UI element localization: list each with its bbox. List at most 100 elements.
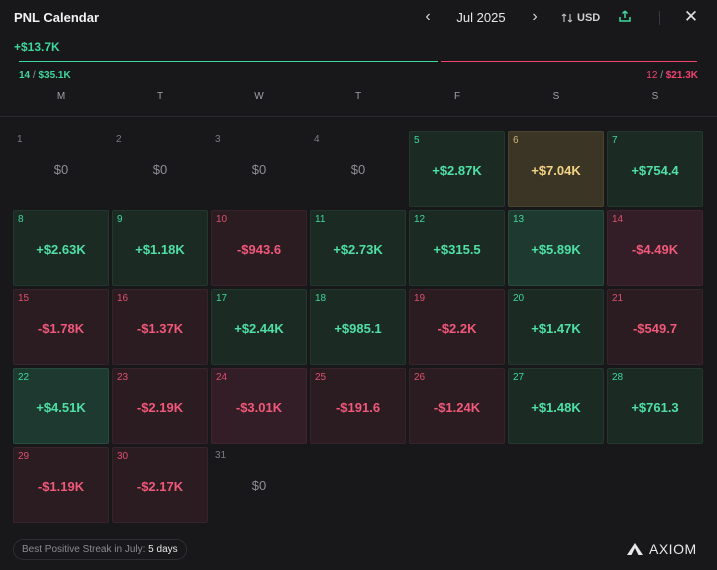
day-cell[interactable]: 19 -$2.2K — [409, 289, 505, 365]
day-cell[interactable]: 14 -$4.49K — [607, 210, 703, 286]
weekday-header: M T W T F S S — [13, 91, 704, 103]
day-pnl-value: $0 — [350, 162, 366, 177]
day-cell[interactable]: 5 +$2.87K — [409, 131, 505, 207]
day-cell[interactable]: 16 -$1.37K — [112, 289, 208, 365]
day-cell[interactable]: 30 -$2.17K — [112, 447, 208, 523]
day-cell[interactable]: 6 +$7.04K — [508, 131, 604, 207]
streak-value: 5 days — [148, 544, 178, 555]
day-number: 15 — [18, 293, 30, 304]
day-pnl-value: -$1.24K — [433, 400, 481, 415]
day-cell[interactable]: 26 -$1.24K — [409, 368, 505, 444]
day-number: 31 — [215, 450, 227, 461]
day-pnl-value: +$5.89K — [531, 242, 581, 257]
day-cell[interactable]: 20 +$1.47K — [508, 289, 604, 365]
day-pnl-value: $0 — [53, 162, 69, 177]
currency-label: USD — [577, 12, 601, 24]
day-number: 21 — [612, 293, 624, 304]
next-month-button[interactable]: › — [528, 8, 542, 26]
prev-month-button[interactable]: ‹ — [421, 8, 435, 26]
weekday-label: S — [552, 91, 560, 102]
negative-days-stat: 12 / $21.3K — [646, 70, 698, 81]
day-cell[interactable]: 13 +$5.89K — [508, 210, 604, 286]
chevron-left-icon: ‹ — [425, 8, 431, 25]
day-cell[interactable]: 22 +$4.51K — [13, 368, 109, 444]
header-divider — [659, 11, 660, 25]
day-cell[interactable]: 28 +$761.3 — [607, 368, 703, 444]
total-pnl: +$13.7K — [14, 40, 60, 54]
day-number: 3 — [215, 134, 221, 145]
month-label: Jul 2025 — [456, 10, 506, 25]
day-number: 30 — [117, 451, 129, 462]
weekday-label: M — [56, 91, 66, 102]
day-number: 23 — [117, 372, 129, 383]
positive-ratio-bar — [19, 61, 438, 62]
day-number: 18 — [315, 293, 327, 304]
day-cell[interactable]: 1 $0 — [13, 131, 109, 207]
day-pnl-value: $0 — [251, 478, 267, 493]
day-cell[interactable]: 4 $0 — [310, 131, 406, 207]
header-bar: PNL Calendar ‹ Jul 2025 › USD ✕ — [0, 0, 717, 36]
day-number: 12 — [414, 214, 426, 225]
day-number: 28 — [612, 372, 624, 383]
day-number: 5 — [414, 135, 420, 146]
day-pnl-value: +$315.5 — [433, 242, 481, 257]
day-pnl-value: +$2.87K — [432, 163, 482, 178]
day-number: 27 — [513, 372, 525, 383]
day-cell[interactable]: 15 -$1.78K — [13, 289, 109, 365]
day-pnl-value: -$943.6 — [236, 242, 282, 257]
day-pnl-value: +$985.1 — [334, 321, 382, 336]
day-pnl-value: +$2.44K — [234, 321, 284, 336]
day-pnl-value: -$191.6 — [335, 400, 381, 415]
day-cell[interactable]: 29 -$1.19K — [13, 447, 109, 523]
day-cell[interactable]: 21 -$549.7 — [607, 289, 703, 365]
swap-vertical-icon — [561, 13, 573, 23]
day-number: 24 — [216, 372, 228, 383]
day-number: 8 — [18, 214, 24, 225]
day-cell[interactable]: 31 $0 — [211, 447, 307, 523]
axiom-logo: AXIOM — [626, 540, 697, 558]
day-cell[interactable]: 23 -$2.19K — [112, 368, 208, 444]
day-number: 14 — [612, 214, 624, 225]
day-pnl-value: $0 — [152, 162, 168, 177]
share-button[interactable] — [618, 9, 634, 27]
day-cell[interactable]: 2 $0 — [112, 131, 208, 207]
weekday-label: T — [354, 91, 362, 102]
day-cell[interactable]: 12 +$315.5 — [409, 210, 505, 286]
day-cell[interactable]: 17 +$2.44K — [211, 289, 307, 365]
axiom-logo-icon — [627, 543, 643, 555]
day-cell[interactable]: 3 $0 — [211, 131, 307, 207]
day-cell[interactable]: 10 -$943.6 — [211, 210, 307, 286]
day-pnl-value: -$4.49K — [631, 242, 679, 257]
day-pnl-value: -$2.2K — [437, 321, 477, 336]
day-number: 2 — [116, 134, 122, 145]
day-number: 16 — [117, 293, 129, 304]
streak-badge: Best Positive Streak in July: 5 days — [13, 539, 187, 560]
day-pnl-value: $0 — [251, 162, 267, 177]
day-cell[interactable]: 27 +$1.48K — [508, 368, 604, 444]
header-separator — [0, 116, 717, 117]
logo-text: AXIOM — [649, 541, 697, 557]
day-number: 25 — [315, 372, 327, 383]
stat-separator: / — [660, 70, 663, 81]
day-cell[interactable]: 25 -$191.6 — [310, 368, 406, 444]
day-number: 20 — [513, 293, 525, 304]
day-cell[interactable]: 11 +$2.73K — [310, 210, 406, 286]
day-number: 22 — [18, 372, 30, 383]
day-cell[interactable]: 9 +$1.18K — [112, 210, 208, 286]
weekday-label: T — [156, 91, 164, 102]
day-pnl-value: -$549.7 — [632, 321, 678, 336]
day-cell[interactable]: 7 +$754.4 — [607, 131, 703, 207]
close-button[interactable]: ✕ — [683, 7, 699, 27]
page-title: PNL Calendar — [14, 10, 100, 25]
day-cell[interactable]: 24 -$3.01K — [211, 368, 307, 444]
negative-ratio-bar — [441, 61, 697, 62]
day-cell[interactable]: 8 +$2.63K — [13, 210, 109, 286]
positive-days-count: 14 — [19, 70, 31, 81]
currency-toggle[interactable]: USD — [561, 9, 600, 27]
day-number: 17 — [216, 293, 228, 304]
day-pnl-value: -$1.78K — [37, 321, 85, 336]
day-pnl-value: -$2.17K — [136, 479, 184, 494]
day-cell[interactable]: 18 +$985.1 — [310, 289, 406, 365]
day-number: 7 — [612, 135, 618, 146]
